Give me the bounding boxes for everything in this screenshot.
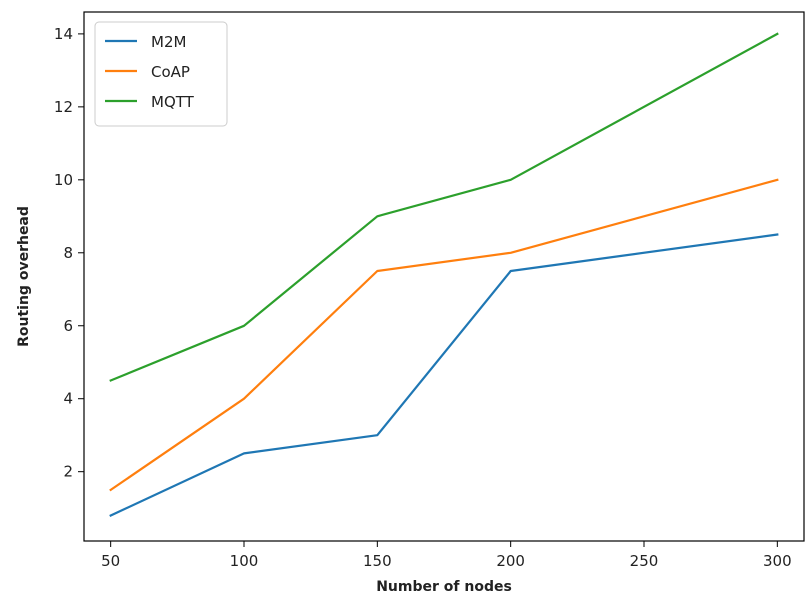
legend-label-m2m: M2M [151,33,186,51]
series-line-coap [109,178,779,492]
y-tick-label: 10 [54,171,73,189]
y-tick-label: 2 [63,463,73,481]
x-tick-label: 50 [101,552,120,570]
y-axis-title: Routing overhead [16,206,32,347]
legend-label-coap: CoAP [151,63,190,81]
x-axis-title: Number of nodes [376,579,512,595]
y-tick-label: 6 [63,317,73,335]
x-tick-label: 300 [763,552,792,570]
y-tick-label: 14 [54,25,73,43]
axes-layer: 50 100 150 200 250 300 2 4 6 8 10 12 14 [54,11,805,570]
plot-layer [109,32,779,517]
y-tick-label: 12 [54,98,73,116]
y-tick-label: 8 [63,244,73,262]
series-line-m2m [109,233,779,517]
x-tick-label: 250 [630,552,659,570]
y-tick-label: 4 [63,390,73,408]
x-tick-label: 200 [496,552,525,570]
x-tick-label: 150 [363,552,392,570]
legend-label-mqtt: MQTT [151,93,195,111]
legend: M2M CoAP MQTT [94,21,228,127]
x-tick-label: 100 [230,552,259,570]
series-line-mqtt [109,32,779,382]
plot-frame [83,11,805,542]
